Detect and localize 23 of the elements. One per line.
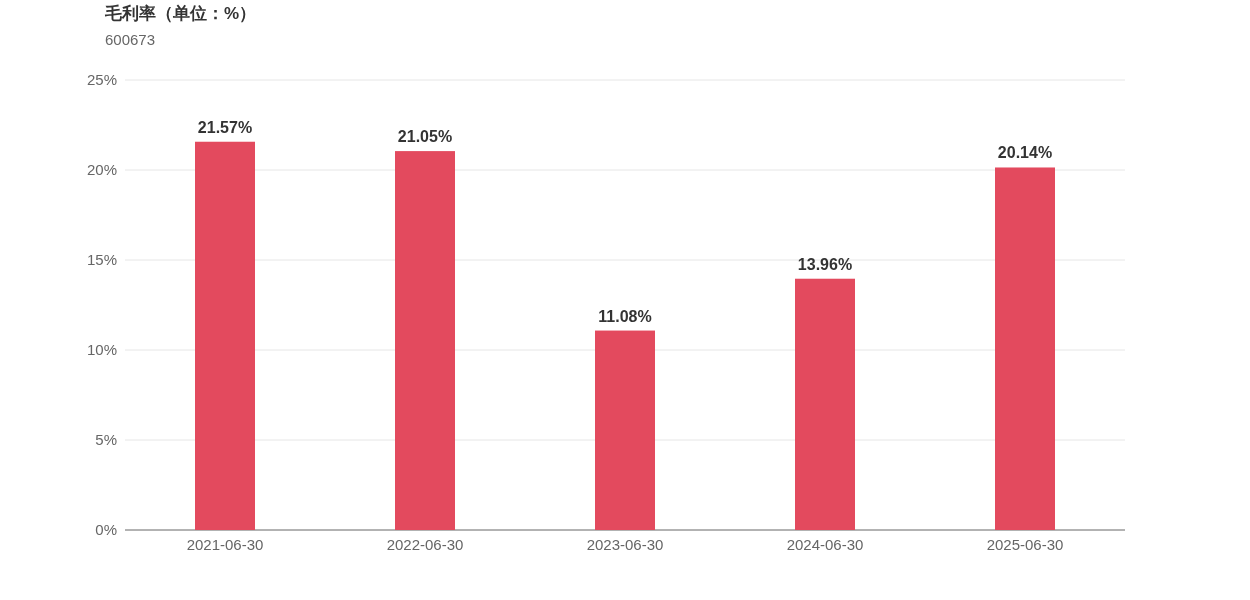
bar [795, 278, 855, 530]
bar [995, 167, 1055, 530]
x-tick-label: 2025-06-30 [986, 536, 1064, 553]
bar [395, 151, 455, 530]
x-tick-label: 2023-06-30 [586, 536, 664, 553]
y-tick-label: 15% [86, 251, 117, 268]
text: 21.05% [397, 128, 453, 146]
text: 11.08% [598, 307, 652, 325]
text: 21.57% [197, 118, 253, 136]
chart-title: 毛利率（单位：%） [104, 4, 257, 23]
bar [195, 141, 255, 530]
bar [595, 330, 655, 530]
chart-subtitle: 600673 [105, 31, 156, 48]
y-tick-label: 10% [86, 341, 117, 358]
x-tick-label: 2022-06-30 [386, 536, 464, 553]
y-tick-label: 0% [95, 521, 117, 538]
x-tick-label: 2021-06-30 [186, 536, 264, 553]
y-tick-label: 20% [86, 161, 117, 178]
text: 13.96% [797, 255, 853, 273]
y-tick-label: 25% [86, 71, 117, 88]
text: 20.14% [997, 144, 1053, 162]
y-tick-label: 5% [95, 431, 117, 448]
x-tick-label: 2024-06-30 [786, 536, 864, 553]
